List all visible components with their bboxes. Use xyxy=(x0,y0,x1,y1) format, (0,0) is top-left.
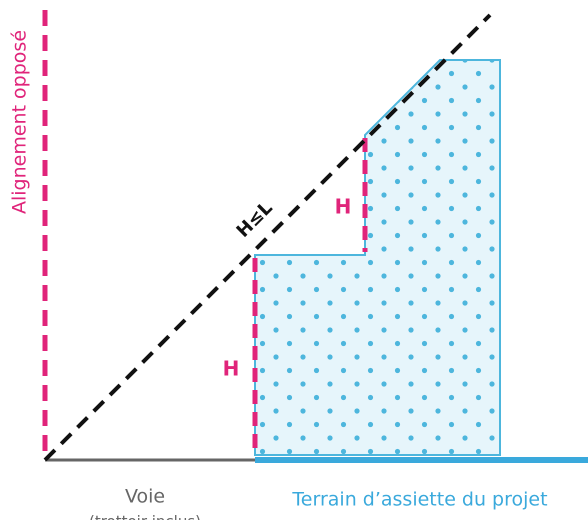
height-lower-label: H xyxy=(223,357,240,381)
height-upper-label: H xyxy=(335,195,352,219)
plot-label: Terrain d’assiette du projet xyxy=(291,489,547,511)
road-note: (trottoir inclus) xyxy=(89,513,201,520)
road-label: Voie xyxy=(125,486,165,508)
rule-line xyxy=(43,13,492,462)
building xyxy=(254,59,501,456)
rule-label: H≤L xyxy=(233,198,277,242)
alignment-label: Alignement opposé xyxy=(9,30,31,214)
